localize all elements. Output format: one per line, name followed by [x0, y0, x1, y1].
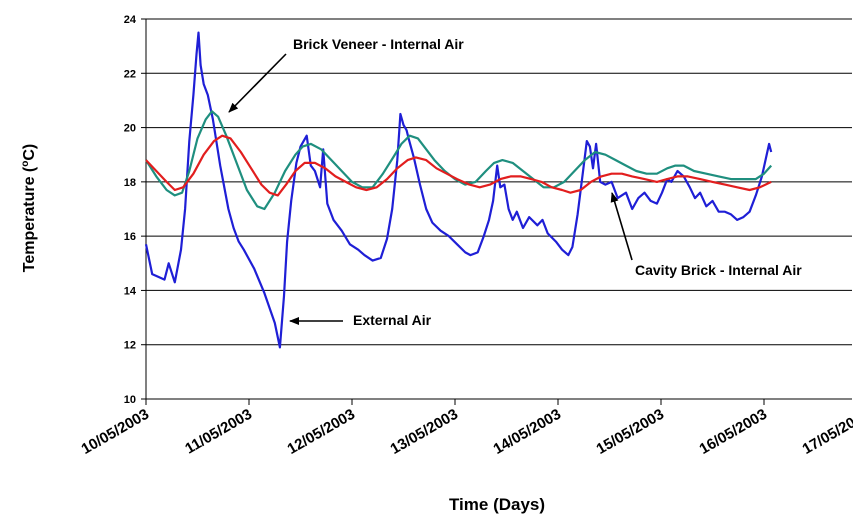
- y-tick-label: 10: [124, 394, 136, 406]
- x-tick-label: 15/05/2003: [593, 406, 667, 458]
- y-tick-label: 24: [124, 14, 137, 26]
- x-tick-label: 12/05/2003: [284, 406, 358, 458]
- y-axis-title-post: C): [21, 144, 38, 161]
- annotation-label: Brick Veneer - Internal Air: [293, 36, 464, 52]
- y-tick-label: 20: [124, 123, 136, 135]
- series-line-cavity-brick-internal-air: [145, 134, 772, 197]
- y-axis-title-pre: Temperature (: [21, 166, 38, 272]
- x-tick-label: 14/05/2003: [490, 406, 564, 458]
- x-tick-label: 11/05/2003: [182, 406, 255, 458]
- annotation-label: Cavity Brick - Internal Air: [635, 262, 802, 278]
- series-lines: [144, 31, 773, 349]
- y-tick-label: 14: [124, 285, 137, 297]
- annotations: Brick Veneer - Internal Air External Air C…: [228, 36, 802, 328]
- series-line-brick-veneer-internal-air: [145, 110, 773, 211]
- annotation-arrow: [228, 53, 287, 113]
- x-axis-title: Time (Days): [449, 495, 545, 514]
- y-tick-label: 16: [124, 231, 136, 243]
- y-tick-label: 22: [124, 68, 136, 80]
- y-axis-title-sup: o: [20, 161, 31, 167]
- x-tick-label: 17/05/2003: [799, 406, 853, 458]
- y-tick-label: 18: [124, 177, 136, 189]
- annotation-label: External Air: [353, 312, 432, 328]
- annotation-arrow: [610, 192, 633, 261]
- y-axis-title: Temperature (oC): [20, 144, 38, 273]
- x-tick-label: 10/05/2003: [78, 406, 152, 458]
- x-tick-label: 13/05/2003: [387, 406, 461, 458]
- series-line-external-air: [144, 31, 773, 349]
- x-tick-label: 16/05/2003: [696, 406, 770, 458]
- y-tick-label: 12: [124, 340, 136, 352]
